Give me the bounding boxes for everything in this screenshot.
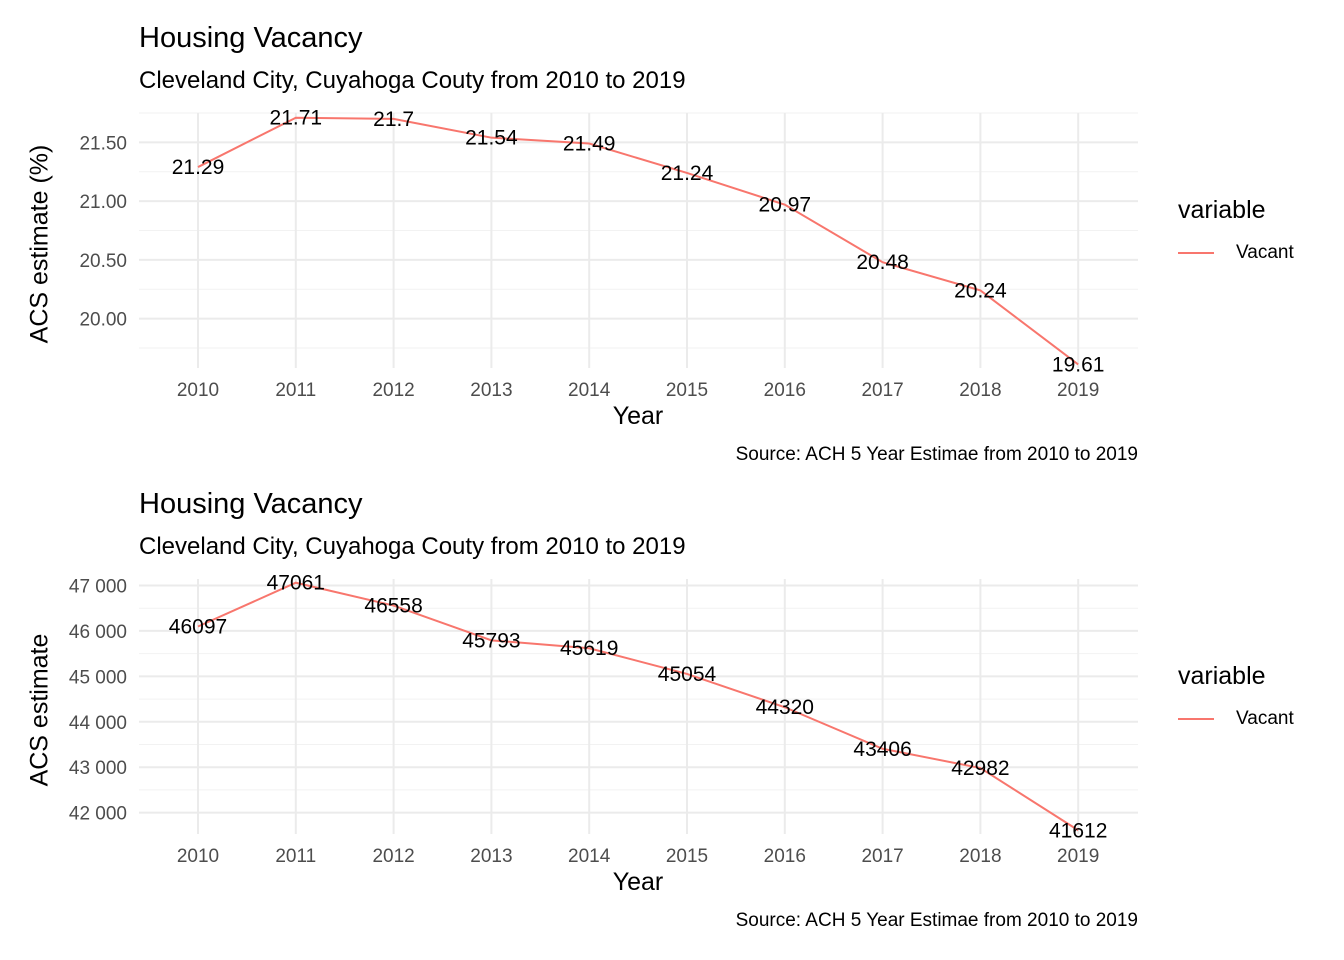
data-label: 21.49: [563, 133, 616, 156]
x-axis-title: Year: [612, 868, 664, 896]
data-label: 21.7: [373, 108, 414, 131]
data-label: 47061: [267, 572, 325, 595]
data-label: 21.54: [465, 127, 518, 150]
legend: variable Vacant: [1178, 662, 1328, 730]
chart-plot-percent: 20.00 20.50 21.00 21.50 2010 2011 2012 2013 2014…: [79, 107, 1138, 401]
x-tick-label: 2012: [372, 380, 414, 401]
y-tick-label: 21.50: [79, 133, 127, 154]
x-tick-label: 2011: [275, 846, 316, 867]
legend-label: Vacant: [1236, 708, 1294, 729]
chart-plot-count: 42 000 43 000 44 000 45 000 46 000 47 000 2010…: [69, 572, 1138, 867]
x-tick-label: 2018: [959, 380, 1001, 401]
legend-label: Vacant: [1236, 242, 1294, 263]
y-tick-label: 21.00: [79, 192, 127, 213]
series-line-vacant: [197, 116, 1079, 366]
data-label: 45793: [462, 629, 520, 652]
x-tick-label: 2015: [666, 846, 708, 867]
x-tick-label: 2017: [861, 846, 903, 867]
data-label: 21.71: [270, 107, 323, 130]
legend-title: variable: [1178, 196, 1266, 224]
x-tick-label: 2010: [177, 846, 219, 867]
x-tick-label: 2019: [1057, 380, 1099, 401]
data-label: 41612: [1049, 819, 1107, 842]
x-axis-title: Year: [612, 402, 664, 430]
x-tick-label: 2010: [177, 380, 219, 401]
data-label: 42982: [951, 757, 1009, 780]
data-label: 21.29: [172, 156, 225, 179]
legend-item-vacant: Vacant: [1178, 242, 1328, 264]
chart-title: Housing Vacancy: [139, 22, 363, 54]
chart-subtitle: Cleveland City, Cuyahoga Couty from 2010…: [139, 533, 686, 560]
legend-key-line: [1178, 252, 1214, 254]
y-tick-label: 20.50: [79, 251, 127, 272]
data-label: 20.24: [954, 279, 1007, 302]
y-tick-label: 45 000: [69, 667, 127, 688]
y-axis-title: ACS estimate (%): [25, 144, 54, 344]
chart-subtitle: Cleveland City, Cuyahoga Couty from 2010…: [139, 67, 686, 94]
y-tick-label: 43 000: [69, 758, 127, 779]
x-tick-label: 2019: [1057, 846, 1099, 867]
data-label: 19.61: [1052, 353, 1105, 376]
x-tick-label: 2015: [666, 380, 708, 401]
y-axis-title: ACS estimate: [25, 633, 54, 787]
y-tick-label: 47 000: [69, 576, 127, 597]
chart-caption: Source: ACH 5 Year Estimae from 2010 to …: [735, 444, 1138, 465]
chart-title: Housing Vacancy: [139, 488, 363, 520]
data-label: 44320: [756, 696, 814, 719]
data-label: 20.97: [759, 194, 812, 217]
y-tick-label: 20.00: [79, 310, 127, 331]
y-tick-label: 44 000: [69, 713, 127, 734]
x-tick-label: 2016: [764, 380, 806, 401]
x-tick-label: 2016: [764, 846, 806, 867]
legend-key-line: [1178, 718, 1214, 720]
x-tick-label: 2013: [470, 846, 512, 867]
x-tick-label: 2013: [470, 380, 512, 401]
data-label: 46558: [364, 595, 422, 618]
x-tick-label: 2014: [568, 846, 611, 867]
x-tick-label: 2011: [275, 380, 316, 401]
data-label: 45054: [658, 663, 717, 686]
legend: variable Vacant: [1178, 196, 1328, 264]
chart-panel-percent: 20.00 20.50 21.00 21.50 2010 2011 2012 2013 2014…: [0, 0, 1344, 466]
x-tick-label: 2012: [372, 846, 414, 867]
x-tick-label: 2017: [861, 380, 903, 401]
series-line-vacant: [197, 581, 1079, 832]
data-label: 45619: [560, 637, 618, 660]
x-tick-label: 2018: [959, 846, 1001, 867]
y-tick-label: 46 000: [69, 622, 127, 643]
data-label: 20.48: [856, 251, 909, 274]
data-label: 46097: [169, 616, 227, 639]
x-tick-label: 2014: [568, 380, 611, 401]
data-label: 43406: [853, 738, 911, 761]
legend-item-vacant: Vacant: [1178, 708, 1328, 730]
chart-panel-count: 42 000 43 000 44 000 45 000 46 000 47 000 2010…: [0, 466, 1344, 932]
chart-caption: Source: ACH 5 Year Estimae from 2010 to …: [735, 910, 1138, 931]
legend-title: variable: [1178, 662, 1266, 690]
data-label: 21.24: [661, 162, 714, 185]
y-tick-label: 42 000: [69, 804, 127, 825]
